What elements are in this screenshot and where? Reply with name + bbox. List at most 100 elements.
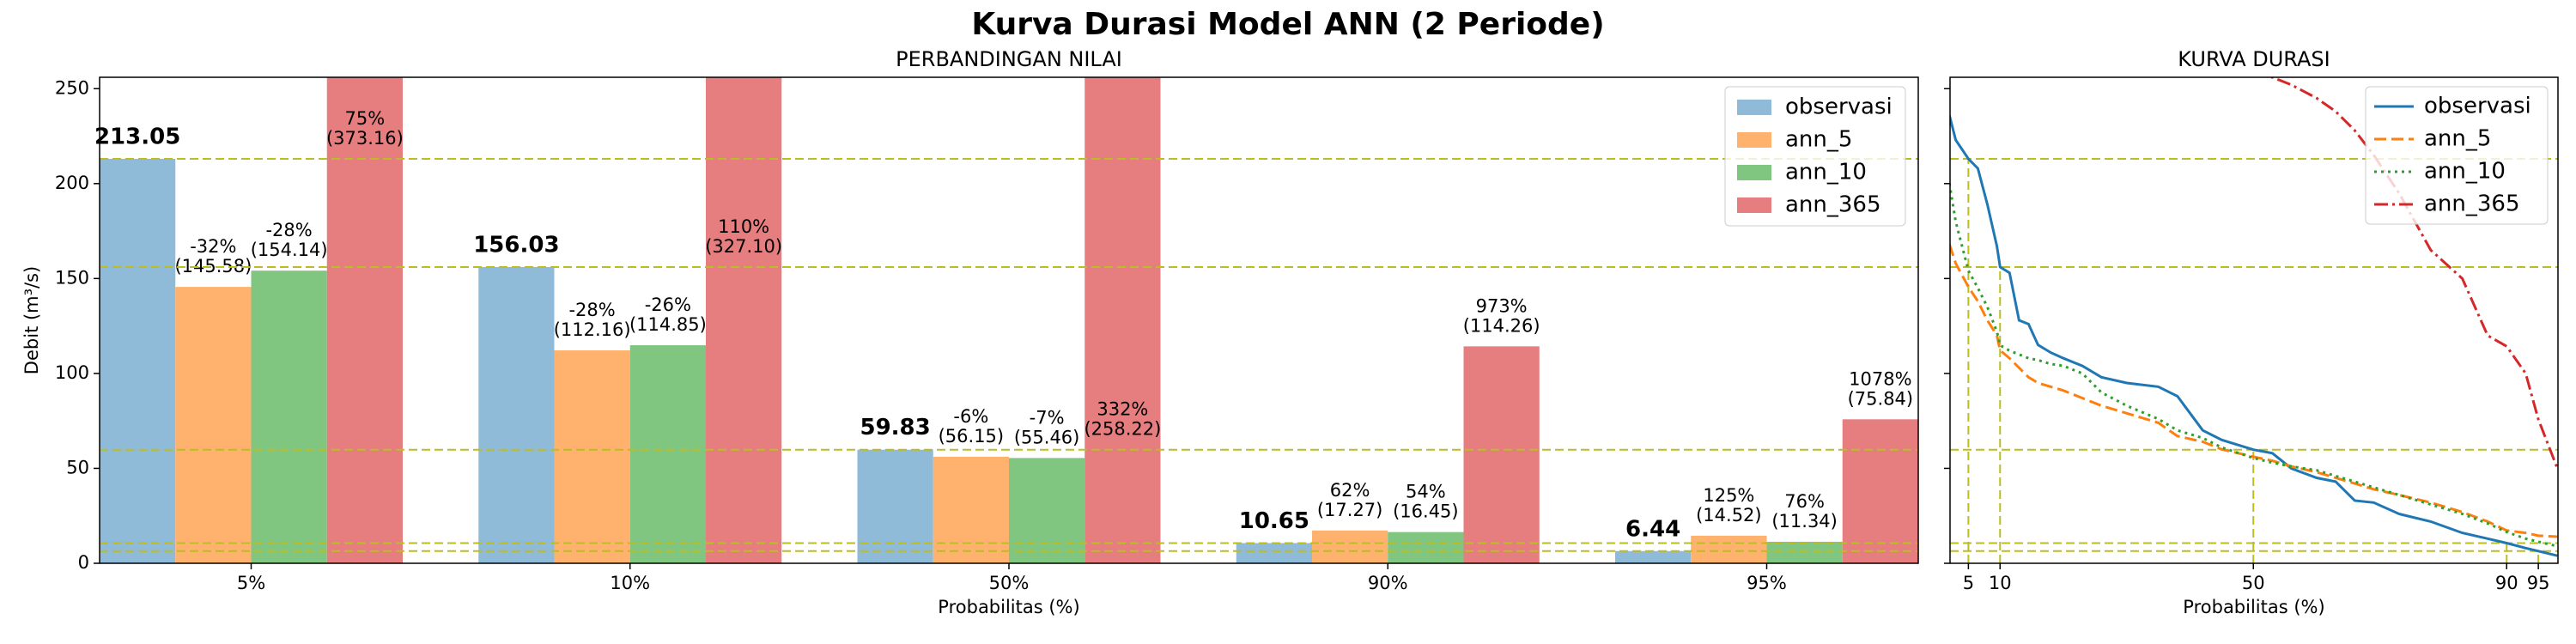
data-label: (14.52) — [1696, 505, 1762, 526]
line — [1950, 114, 2558, 557]
change-label: 75% — [345, 108, 386, 129]
change-label: -6% — [953, 406, 988, 427]
change-label: 973% — [1476, 295, 1528, 316]
data-label: 10.65 — [1239, 508, 1309, 534]
data-label: (114.26) — [1463, 315, 1540, 336]
change-label: 54% — [1406, 482, 1446, 502]
data-label: 213.05 — [94, 124, 180, 149]
change-label: -28% — [568, 300, 615, 320]
change-label: 1078% — [1849, 368, 1911, 389]
bar — [933, 456, 1009, 563]
bar — [629, 345, 706, 563]
legend-swatch — [1737, 165, 1771, 180]
x-axis-label: Probabilitas (%) — [2183, 597, 2324, 617]
line — [2266, 77, 2558, 470]
x-tick-label: 50% — [989, 573, 1030, 593]
bar — [478, 267, 555, 563]
axes-frame — [99, 76, 1919, 564]
change-label: 125% — [1703, 485, 1754, 506]
y-tick-label: 100 — [55, 362, 89, 383]
data-label: (17.27) — [1317, 500, 1383, 520]
data-label: 59.83 — [860, 415, 931, 440]
change-label: -28% — [265, 220, 312, 240]
legend-swatch — [1737, 100, 1771, 115]
data-label: (75.84) — [1848, 388, 1914, 409]
plot-area — [1950, 77, 2558, 563]
bar — [326, 77, 403, 563]
legend-box — [1724, 86, 1906, 227]
change-label: 62% — [1330, 480, 1370, 501]
bar — [1009, 458, 1085, 563]
bar — [1236, 543, 1312, 563]
bar — [100, 158, 176, 563]
x-tick-label: 90% — [1368, 573, 1408, 593]
bar — [251, 270, 327, 563]
change-label: -32% — [190, 236, 236, 257]
change-label: -26% — [645, 295, 691, 315]
x-tick-label: 50 — [2242, 573, 2265, 593]
bar — [1463, 346, 1540, 563]
x-tick-label: 90 — [2495, 573, 2518, 593]
chart-title: PERBANDINGAN NILAI — [896, 47, 1122, 71]
data-label: (114.85) — [629, 314, 707, 335]
data-label: 6.44 — [1625, 516, 1680, 542]
data-label: (145.58) — [174, 256, 252, 276]
data-label: 156.03 — [473, 233, 559, 258]
bar — [175, 287, 252, 563]
legend-label: observasi — [1785, 94, 1893, 120]
bar — [1615, 550, 1692, 563]
line — [1950, 244, 2558, 538]
x-tick-label: 5% — [237, 573, 265, 593]
legend-label: ann_365 — [2424, 191, 2520, 217]
legend-swatch — [1737, 132, 1771, 148]
bar — [1691, 535, 1767, 563]
x-axis-label: Probabilitas (%) — [938, 597, 1079, 617]
bar — [857, 449, 933, 563]
data-label: (55.46) — [1014, 427, 1080, 447]
data-label: (258.22) — [1084, 419, 1161, 440]
line — [1950, 183, 2558, 548]
data-label: (373.16) — [326, 128, 404, 149]
legend-label: ann_10 — [2424, 159, 2506, 185]
x-tick-label: 5 — [1963, 573, 1974, 593]
x-tick-label: 95 — [2527, 573, 2550, 593]
legend-label: ann_10 — [1785, 160, 1867, 185]
data-label: (327.10) — [705, 236, 782, 257]
data-label: (16.45) — [1393, 501, 1459, 522]
legend-box — [2365, 86, 2549, 225]
legend-swatch — [1737, 197, 1771, 213]
bar — [1766, 541, 1843, 563]
x-tick-label: 10% — [610, 573, 650, 593]
data-label: (112.16) — [554, 319, 631, 340]
bar — [1312, 530, 1388, 563]
plot-area — [100, 77, 1918, 563]
y-tick-label: 50 — [66, 457, 89, 477]
legend-label: ann_5 — [2424, 126, 2491, 152]
legend-label: ann_5 — [1785, 127, 1852, 153]
change-label: 332% — [1097, 399, 1148, 420]
legend-label: ann_365 — [1785, 192, 1881, 218]
data-label: (11.34) — [1771, 511, 1838, 532]
bar — [706, 77, 782, 563]
change-label: -7% — [1030, 407, 1065, 428]
bar — [554, 350, 630, 563]
legend-label: observasi — [2424, 94, 2531, 119]
y-tick-label: 250 — [55, 77, 89, 98]
change-label: 110% — [718, 216, 769, 237]
x-tick-label: 95% — [1747, 573, 1787, 593]
bar — [1388, 532, 1464, 563]
bar — [1842, 419, 1918, 563]
data-label: (56.15) — [939, 426, 1005, 447]
y-tick-label: 200 — [55, 173, 89, 193]
y-tick-label: 0 — [78, 552, 89, 573]
data-label: (154.14) — [251, 240, 328, 260]
x-tick-label: 10 — [1989, 573, 2012, 593]
change-label: 76% — [1784, 491, 1825, 512]
figure-title: Kurva Durasi Model ANN (2 Periode) — [971, 7, 1604, 42]
axes-frame — [1949, 76, 2559, 564]
chart-title: KURVA DURASI — [2178, 47, 2330, 71]
bar — [1084, 77, 1161, 563]
y-axis-label: Debit (m³/s) — [21, 266, 42, 374]
y-tick-label: 150 — [55, 267, 89, 288]
